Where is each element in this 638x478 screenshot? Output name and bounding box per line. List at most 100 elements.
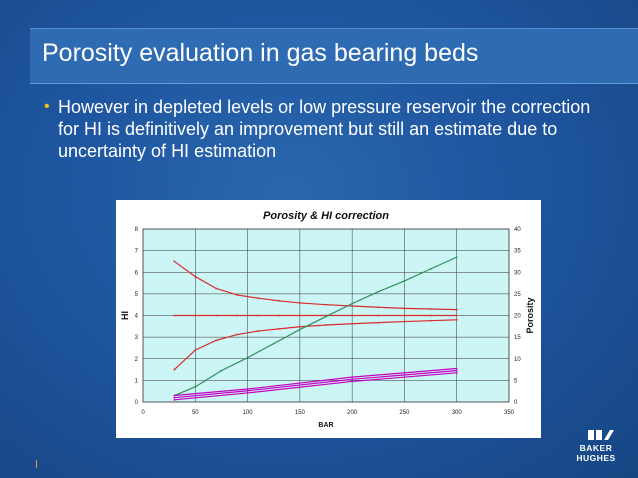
chart-title: Porosity & HI correction <box>263 210 389 222</box>
series-4-point <box>272 342 275 345</box>
series-2-point <box>194 314 197 317</box>
x-tick-label: 100 <box>243 410 254 416</box>
y2-tick-label: 25 <box>514 292 521 298</box>
series-3-point <box>325 324 327 326</box>
series-7-point <box>173 398 176 401</box>
series-6-point <box>173 396 176 399</box>
y-tick-label: 6 <box>135 270 139 276</box>
y-tick-label: 4 <box>135 314 139 320</box>
series-1-point <box>278 299 280 302</box>
series-6-point <box>246 389 249 392</box>
series-4-point <box>220 369 223 372</box>
baker-hughes-logo: BAKER HUGHES <box>566 428 626 468</box>
y-tick-label: 0 <box>135 400 139 406</box>
series-line-7 <box>174 372 457 401</box>
series-7-point <box>351 380 354 383</box>
series-4-point <box>325 315 327 318</box>
x-tick-label: 150 <box>295 410 306 416</box>
y2-tick-label: 20 <box>514 314 521 320</box>
logo-text-line1: BAKER <box>579 443 613 453</box>
series-1-point <box>298 302 301 304</box>
logo-mark-icon <box>588 430 614 440</box>
porosity-hi-chart: 0 50 100 150 200 250 300 350 0 1 2 3 4 5 6 7 8 0 5 10 15 20 25… <box>120 210 535 429</box>
page-marker <box>36 460 37 468</box>
series-line-4 <box>174 256 457 397</box>
series-1-point <box>455 308 458 311</box>
series-2-point <box>215 314 218 317</box>
x-tick-label: 350 <box>504 410 515 416</box>
y-tick-label: 5 <box>135 292 139 298</box>
series-7-point <box>455 371 458 374</box>
series-2-point <box>455 314 458 317</box>
y2-tick-label: 35 <box>514 249 521 255</box>
series-3-point <box>429 319 432 322</box>
series-3-point <box>257 330 259 332</box>
series-4-point <box>351 302 354 305</box>
series-1-point <box>173 260 176 263</box>
series-4-point <box>403 280 406 282</box>
series-5-point <box>173 394 176 397</box>
series-2-point <box>403 314 406 317</box>
series-1-point <box>403 307 406 310</box>
bullet-text: However in depleted levels or low pressu… <box>58 97 591 161</box>
series-4-point <box>246 356 249 359</box>
y-tick-label: 1 <box>135 378 139 384</box>
series-4-point <box>429 268 432 270</box>
y2-tick-label: 0 <box>514 400 518 406</box>
series-5-point <box>351 376 354 379</box>
series-2-point <box>351 314 354 317</box>
series-3-point <box>403 320 406 323</box>
x-tick-label: 200 <box>347 410 358 416</box>
y-tick-label: 2 <box>135 357 139 363</box>
x-tick-label: 0 <box>141 410 145 416</box>
series-1-point <box>215 287 218 290</box>
series-3-point <box>278 328 280 330</box>
y-tick-label: 7 <box>135 249 139 255</box>
x-axis-label: BAR <box>318 422 333 429</box>
title-bar: Porosity evaluation in gas bearing beds <box>30 28 638 84</box>
series-1-point <box>257 297 259 300</box>
series-1-point <box>325 303 327 306</box>
y2-tick-label: 10 <box>514 357 521 363</box>
x-tick-label: 250 <box>399 410 410 416</box>
series-2-point <box>278 314 280 317</box>
series-2-point <box>236 314 239 317</box>
y2-tick-label: 5 <box>514 378 518 384</box>
series-1-point <box>236 294 239 296</box>
series-4-point <box>377 290 380 293</box>
series-2-point <box>257 314 259 317</box>
series-6-point <box>455 369 458 372</box>
series-4-point <box>194 385 197 388</box>
series-4-point <box>455 256 458 259</box>
x-tick-label: 300 <box>452 410 463 416</box>
y2-tick-label: 15 <box>514 335 521 341</box>
y-axis-label: HI <box>120 311 130 320</box>
series-2-point <box>429 314 432 317</box>
series-1-point <box>194 275 197 278</box>
series-3-point <box>377 321 380 324</box>
bullet-point: • However in depleted levels or low pres… <box>44 96 604 162</box>
y-tick-label: 3 <box>135 335 139 341</box>
series-2-point <box>298 314 301 317</box>
y2-tick-label: 40 <box>514 227 521 233</box>
y2-axis-label: Porosity <box>525 297 535 333</box>
series-3-point <box>236 333 239 336</box>
series-3-point <box>455 318 458 321</box>
series-5-point <box>246 388 249 390</box>
series-3-point <box>173 368 176 371</box>
series-line-6 <box>174 370 457 399</box>
slide-title: Porosity evaluation in gas bearing beds <box>42 39 479 67</box>
y2-tick-label: 30 <box>514 270 521 276</box>
series-3-point <box>194 349 197 351</box>
series-1-point <box>429 308 432 310</box>
series-5-point <box>455 367 458 370</box>
series-7-point <box>246 392 249 394</box>
series-3-point <box>351 322 354 325</box>
series-line-5 <box>174 367 457 397</box>
y-tick-label: 8 <box>135 227 139 233</box>
series-4-point <box>298 328 301 331</box>
series-2-point <box>173 314 176 317</box>
series-1-point <box>377 306 380 309</box>
series-3-point <box>215 339 218 342</box>
series-6-point <box>351 378 354 381</box>
